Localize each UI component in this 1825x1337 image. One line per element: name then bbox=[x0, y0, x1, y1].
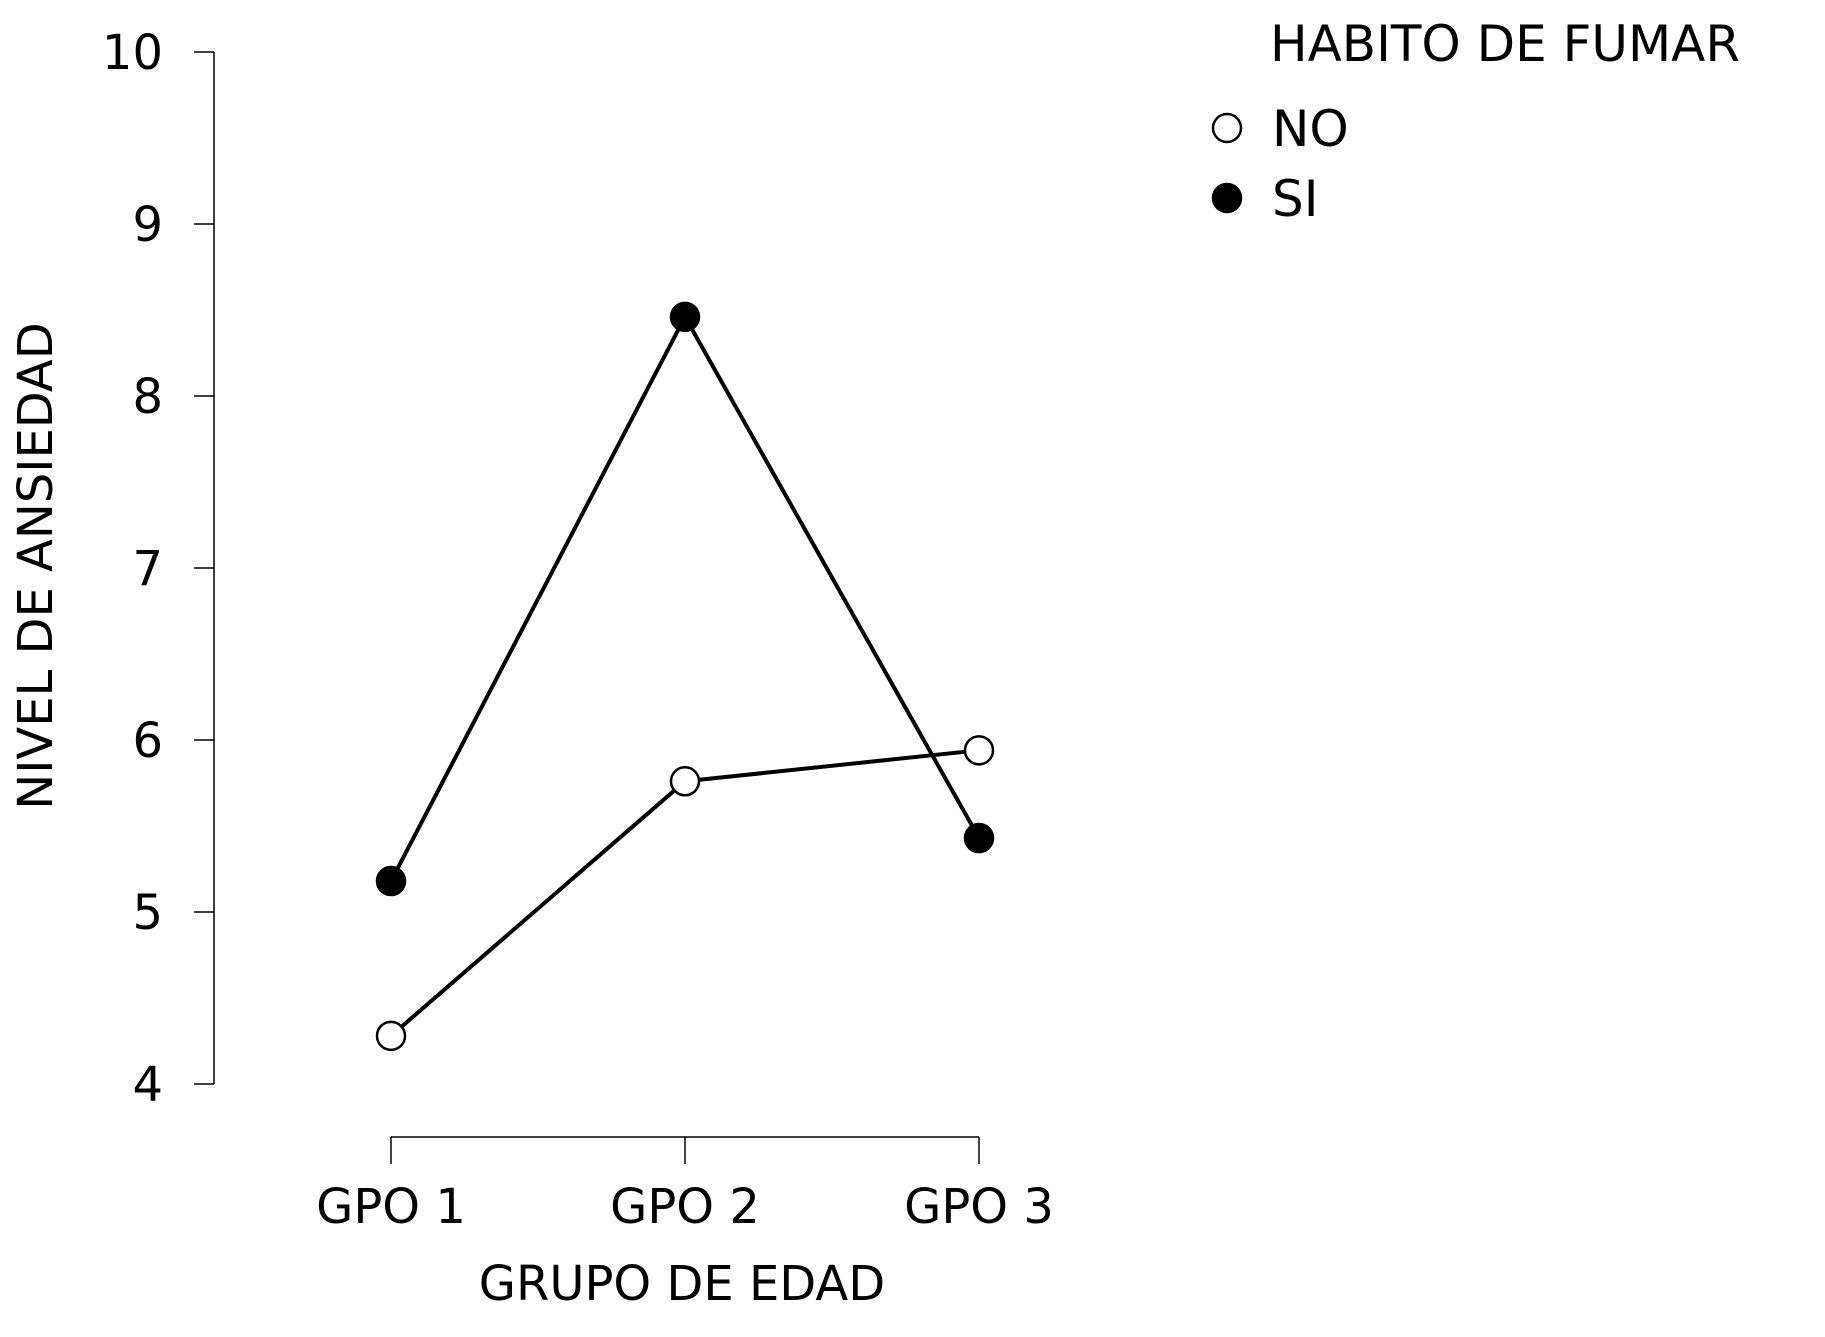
legend: HABITO DE FUMAR NO SI bbox=[1211, 15, 1740, 228]
data-point-open bbox=[963, 735, 995, 766]
legend-label: SI bbox=[1272, 170, 1318, 228]
data-point-filled bbox=[669, 301, 701, 333]
y-tick-label: 10 bbox=[102, 25, 163, 81]
y-axis: 4 5 6 7 8 9 10 bbox=[102, 25, 215, 1113]
series-layer bbox=[375, 301, 995, 1052]
x-tick-label: GPO 2 bbox=[610, 1179, 760, 1235]
y-tick-label: 4 bbox=[132, 1057, 163, 1113]
data-point-filled bbox=[963, 822, 995, 854]
x-tick-label: GPO 1 bbox=[316, 1179, 466, 1235]
x-axis: GPO 1 GPO 2 GPO 3 bbox=[316, 1136, 1054, 1235]
legend-title: HABITO DE FUMAR bbox=[1270, 15, 1740, 73]
y-tick-label: 6 bbox=[132, 713, 163, 769]
data-point-filled bbox=[375, 865, 407, 897]
legend-marker bbox=[1211, 182, 1243, 214]
legend-marker bbox=[1211, 112, 1243, 144]
y-tick-label: 8 bbox=[132, 369, 163, 425]
data-point-open bbox=[375, 1020, 407, 1052]
y-tick-label: 9 bbox=[132, 197, 163, 253]
y-axis-title: NIVEL DE ANSIEDAD bbox=[8, 322, 64, 809]
data-point-open bbox=[669, 766, 701, 797]
y-tick-label: 7 bbox=[132, 541, 163, 597]
x-tick-label: GPO 3 bbox=[904, 1179, 1054, 1235]
x-axis-title: GRUPO DE EDAD bbox=[479, 1256, 885, 1312]
legend-label: NO bbox=[1272, 100, 1349, 158]
legend-items: NO SI bbox=[1211, 100, 1349, 228]
y-tick-label: 5 bbox=[132, 885, 163, 941]
